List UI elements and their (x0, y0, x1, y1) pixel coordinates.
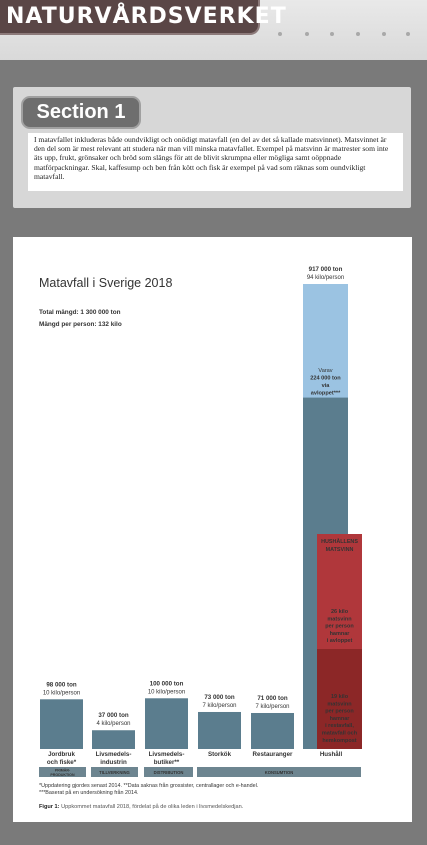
category-label: Livsmedels- (149, 751, 185, 758)
bar-per-person-label: 10 kilo/person (43, 690, 80, 696)
footnote: ***Baserat på en undersökning från 2014. (39, 789, 139, 796)
bar-per-person-label: 94 kilo/person (307, 275, 344, 281)
chart-summary-total: Total mängd: 1 300 000 ton (39, 309, 121, 316)
category-label: Livsmedels- (96, 751, 132, 758)
bar-value-label: 98 000 ton (46, 681, 76, 688)
dot-indicator (382, 32, 386, 36)
bar (92, 730, 135, 749)
stage-label: DISTRIBUTION (154, 770, 184, 775)
chart-summary-per-person: Mängd per person: 132 kilo (39, 321, 122, 328)
stage-label: PRIMÄR- (55, 769, 71, 773)
category-label: och fiske* (47, 759, 77, 766)
bar (40, 699, 83, 749)
matsvinn-segment-rest (317, 649, 362, 749)
sewer-label: avloppet*** (311, 391, 341, 397)
matsvinn-segment-sewer (317, 534, 362, 649)
bar-value-label: 100 000 ton (150, 680, 184, 687)
matsvinn-rest-label: matsvinn (327, 701, 352, 707)
chart-title: Matavfall i Sverige 2018 (39, 276, 172, 290)
bar-per-person-label: 7 kilo/person (202, 703, 236, 709)
category-label: industrin (100, 759, 127, 766)
top-bar: NATURVÅRDSVERKET (0, 0, 427, 60)
matsvinn-rest-label: i restavfall, (325, 723, 354, 729)
footnote: *Uppdatering gjordes senast 2014. **Data… (39, 782, 258, 789)
dot-indicator (330, 32, 334, 36)
bar (198, 711, 241, 749)
bar (145, 698, 188, 749)
dot-indicator (278, 32, 282, 36)
category-label: Storkök (208, 751, 232, 758)
matsvinn-rest-label: 19 kilo (331, 694, 349, 700)
figure-caption-text: Uppkommet matavfall 2018, fördelat på de… (60, 803, 244, 810)
matsvinn-rest-label: per person (325, 709, 354, 715)
bar-per-person-label: 7 kilo/person (255, 704, 289, 710)
sewer-label: Varav (318, 368, 332, 374)
dot-indicator (356, 32, 360, 36)
bar-per-person-label: 4 kilo/person (96, 721, 130, 727)
stage-label: TILLVERKNING (99, 770, 130, 775)
matsvinn-rest-label: matavfall och (322, 731, 358, 737)
category-label: Restauranger (253, 751, 293, 758)
bar-per-person-label: 10 kilo/person (148, 689, 185, 695)
stage-label: PRODUKTION (50, 773, 75, 777)
figure-card: Matavfall i Sverige 2018 Total mängd: 1 3… (13, 237, 412, 822)
stage-band (144, 767, 193, 777)
matsvinn-title: HUSHÅLLENS (321, 538, 358, 545)
matsvinn-title: MATSVINN (326, 547, 354, 553)
matsvinn-rest-label: hamnar (330, 716, 351, 722)
matsvinn-rest-label: hemkompost (322, 738, 356, 744)
brand-logo[interactable]: NATURVÅRDSVERKET (0, 0, 286, 35)
bar-value-label: 73 000 ton (204, 694, 234, 701)
stage-label: KONSUMTION (265, 770, 294, 775)
category-label: butiker** (154, 759, 180, 766)
section-title[interactable]: Section 1 (21, 96, 141, 129)
stage-band (197, 767, 361, 777)
bar-chart: Matavfall i Sverige 2018 Total mängd: 1 3… (39, 266, 362, 810)
matsvinn-sewer-label: i avloppet (327, 638, 353, 644)
category-label: Jordbruk (48, 751, 75, 758)
bar-value-label: 37 000 ton (98, 712, 128, 719)
category-label: Hushåll (320, 751, 343, 758)
matsvinn-sewer-label: 26 kilo (331, 609, 349, 615)
sewer-label: 224 000 ton (310, 376, 341, 382)
figure-caption-prefix: Figur 1: (39, 804, 60, 810)
stage-band (91, 767, 138, 777)
figure-caption: Figur 1: Uppkommet matavfall 2018, förde… (39, 803, 244, 810)
bar-segment-sewer (303, 284, 348, 398)
matsvinn-sewer-label: hamnar (330, 631, 351, 637)
matsvinn-sewer-label: per person (325, 624, 354, 630)
dot-indicator (305, 32, 309, 36)
matsvinn-sewer-label: matsvinn (327, 616, 352, 622)
stage-band (39, 767, 86, 777)
section-card: Section 1 I matavfallet inkluderas både … (13, 87, 411, 208)
dot-indicator (406, 32, 410, 36)
section-paragraph: I matavfallet inkluderas både oundviklig… (28, 133, 403, 191)
sewer-label: via (322, 383, 331, 389)
bar (251, 712, 294, 749)
bar-value-label: 71 000 ton (257, 695, 287, 702)
bar-value-label: 917 000 ton (309, 266, 343, 273)
